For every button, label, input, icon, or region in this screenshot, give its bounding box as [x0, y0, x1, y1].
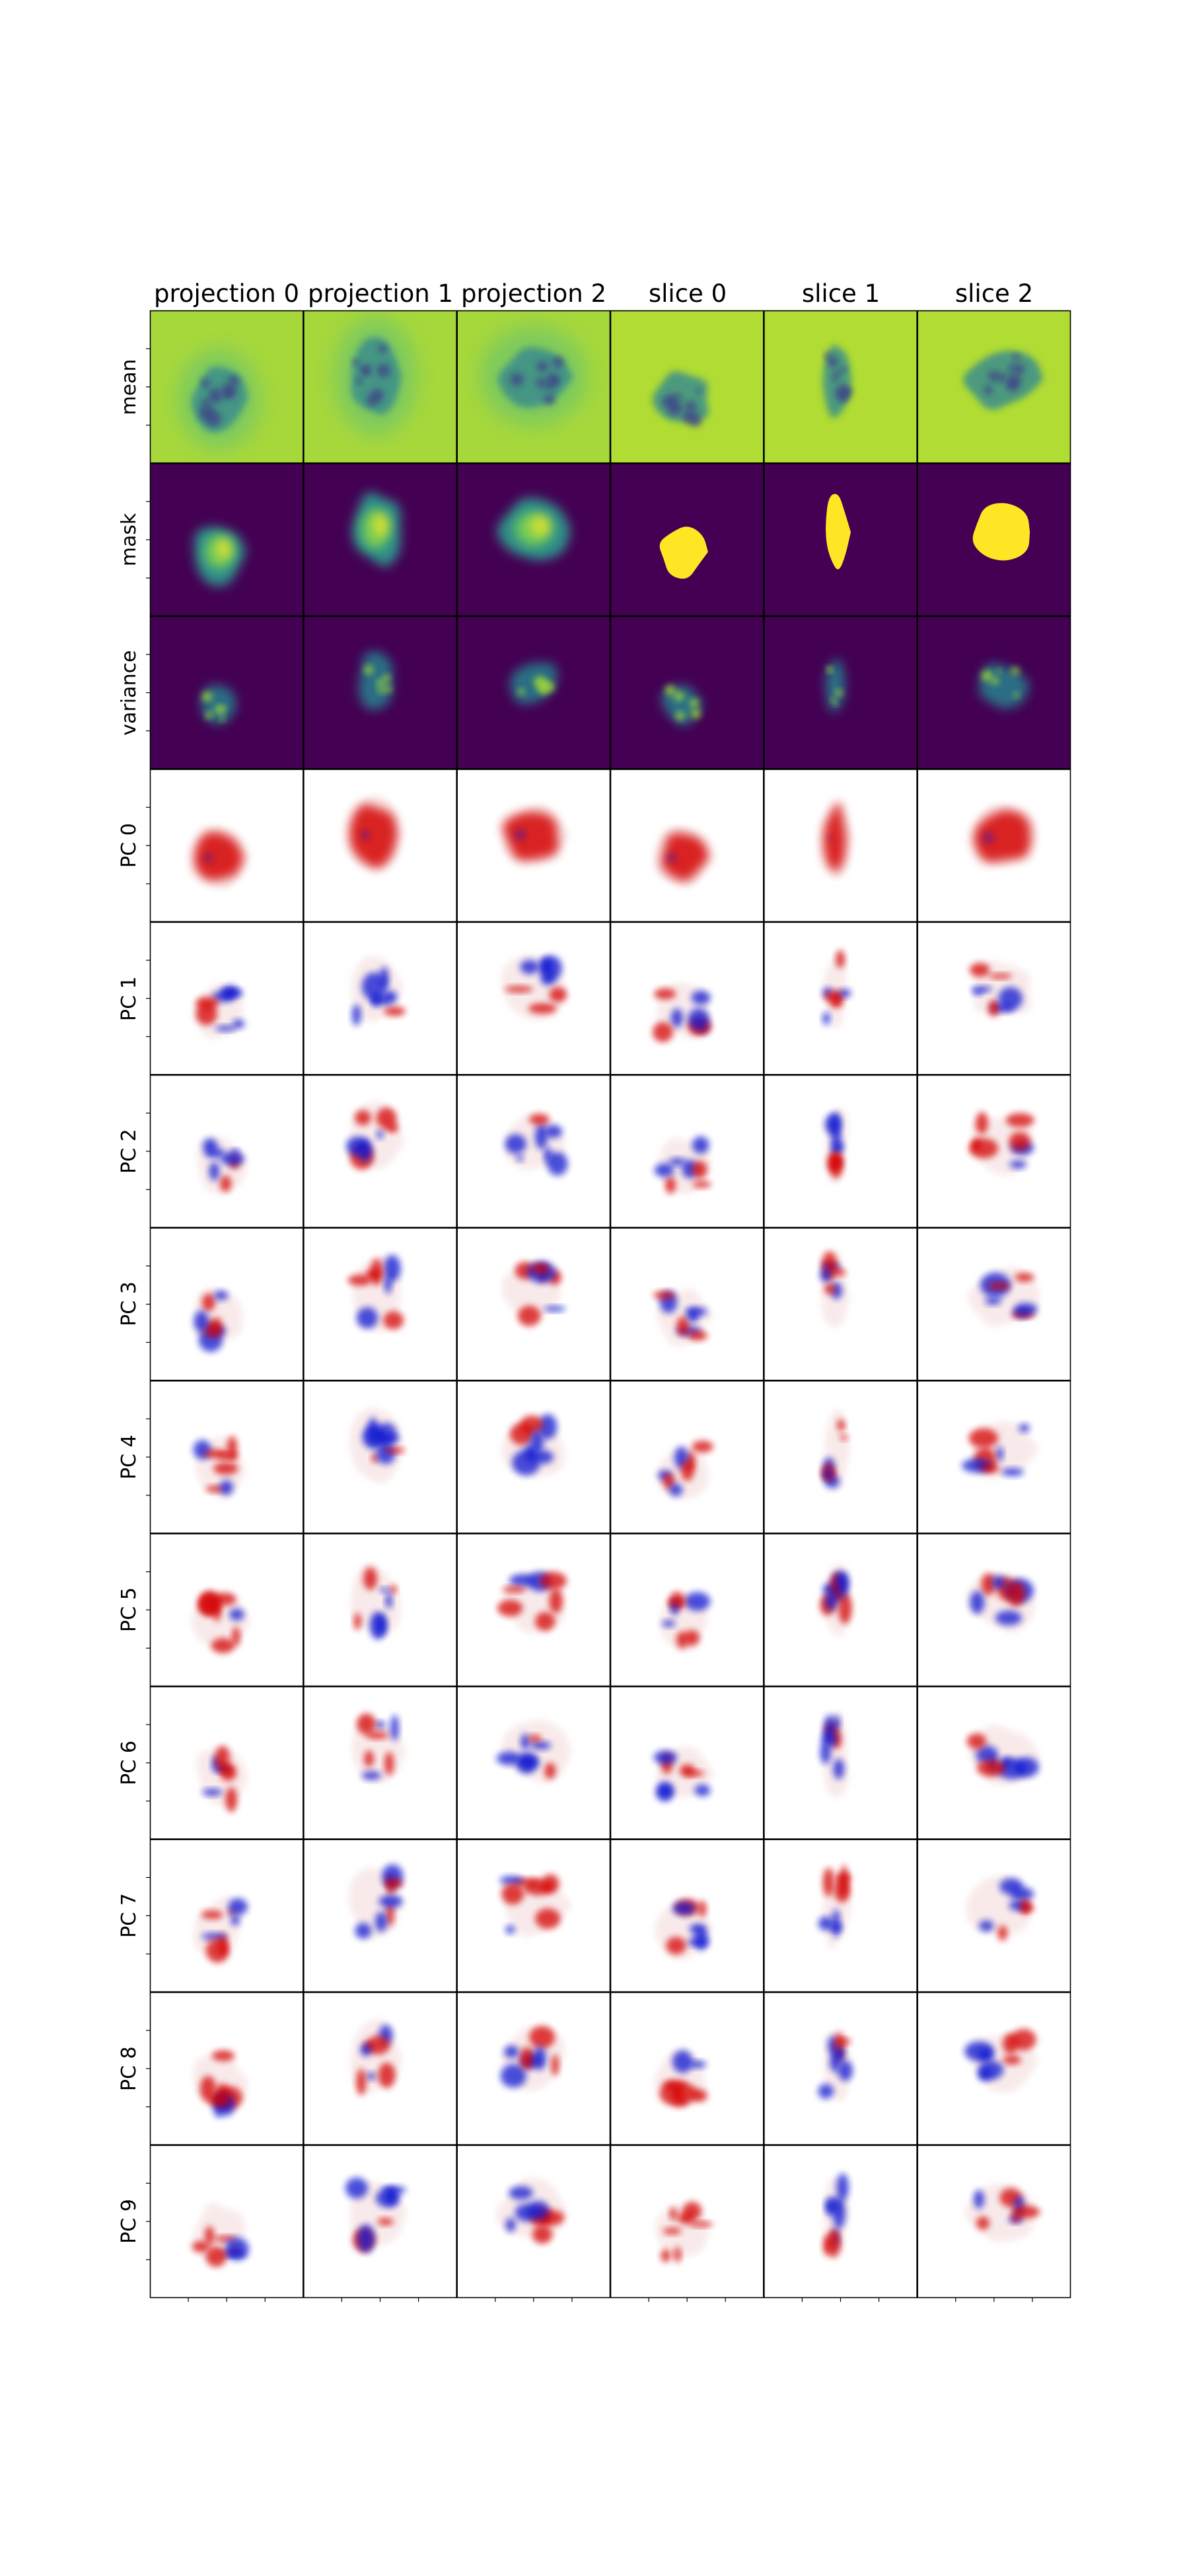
cell-pc-9-slice-2	[917, 2145, 1071, 2299]
cell-pc-5-projection-2	[456, 1533, 611, 1687]
cell-pc-6-slice-1	[764, 1686, 918, 1840]
row-label-pc-2: PC 2	[118, 1129, 141, 1174]
cell-pc-2-slice-2	[917, 1075, 1071, 1229]
cell-pc-8-slice-1	[764, 1991, 918, 2145]
cell-pc-5-slice-2	[917, 1533, 1071, 1687]
row-label-pc-4: PC 4	[118, 1435, 141, 1480]
cell-pc-7-projection-2	[456, 1839, 611, 1993]
cell-pc-5-slice-1	[764, 1533, 918, 1687]
cell-mask-slice-0	[610, 463, 764, 617]
row-label-pc-6: PC 6	[118, 1740, 141, 1785]
cell-pc-4-projection-2	[456, 1380, 611, 1534]
column-title-slice-1: slice 1	[801, 279, 881, 308]
column-title-slice-0: slice 0	[648, 279, 727, 308]
cell-pc-0-projection-1	[303, 769, 457, 923]
cell-mean-slice-0	[610, 310, 764, 464]
cell-pc-7-slice-2	[917, 1839, 1071, 1993]
cell-pc-1-projection-1	[303, 921, 457, 1075]
cell-pc-6-projection-2	[456, 1686, 611, 1840]
cell-pc-8-slice-2	[917, 1991, 1071, 2145]
column-title-projection-2: projection 2	[460, 279, 607, 308]
cell-pc-2-slice-0	[610, 1075, 764, 1229]
cell-pc-5-slice-0	[610, 1533, 764, 1687]
cell-pc-8-projection-1	[303, 1991, 457, 2145]
cell-pc-9-projection-0	[149, 2145, 304, 2299]
cell-pc-2-projection-2	[456, 1075, 611, 1229]
cell-pc-3-projection-0	[149, 1227, 304, 1381]
cell-variance-slice-1	[764, 616, 918, 769]
cell-pc-6-slice-2	[917, 1686, 1071, 1840]
cell-pc-3-projection-1	[303, 1227, 457, 1381]
cell-mean-slice-1	[764, 310, 918, 464]
row-label-pc-9: PC 9	[118, 2199, 141, 2244]
cell-pc-9-slice-0	[610, 2145, 764, 2299]
cell-pc-4-slice-1	[764, 1380, 918, 1534]
row-label-mean: mean	[118, 359, 141, 415]
cell-pc-7-projection-1	[303, 1839, 457, 1993]
row-label-pc-0: PC 0	[118, 823, 141, 868]
column-title-projection-1: projection 1	[307, 279, 454, 308]
cell-variance-slice-0	[610, 616, 764, 769]
cell-mean-projection-1	[303, 310, 457, 464]
row-label-pc-5: PC 5	[118, 1587, 141, 1633]
cell-pc-7-slice-0	[610, 1839, 764, 1993]
cell-pc-3-projection-2	[456, 1227, 611, 1381]
cell-pc-2-projection-0	[149, 1075, 304, 1229]
cell-pc-7-slice-1	[764, 1839, 918, 1993]
cell-pc-0-slice-1	[764, 769, 918, 923]
row-label-pc-3: PC 3	[118, 1281, 141, 1327]
cell-mean-projection-0	[149, 310, 304, 464]
cell-pc-4-slice-2	[917, 1380, 1071, 1534]
row-label-variance: variance	[118, 650, 141, 736]
column-title-slice-2: slice 2	[955, 279, 1034, 308]
cell-pc-9-projection-2	[456, 2145, 611, 2299]
cell-pc-6-projection-1	[303, 1686, 457, 1840]
cell-pc-1-slice-0	[610, 921, 764, 1075]
cell-mask-projection-1	[303, 463, 457, 617]
cell-pc-1-projection-2	[456, 921, 611, 1075]
cell-variance-slice-2	[917, 616, 1071, 769]
cell-variance-projection-1	[303, 616, 457, 769]
cell-pc-3-slice-0	[610, 1227, 764, 1381]
cell-pc-0-projection-0	[149, 769, 304, 923]
cell-pc-5-projection-0	[149, 1533, 304, 1687]
cell-pc-5-projection-1	[303, 1533, 457, 1687]
cell-variance-projection-2	[456, 616, 611, 769]
cell-mask-slice-2	[917, 463, 1071, 617]
cell-pc-6-projection-0	[149, 1686, 304, 1840]
cell-pc-2-projection-1	[303, 1075, 457, 1229]
cell-mask-projection-0	[149, 463, 304, 617]
row-label-pc-7: PC 7	[118, 1893, 141, 1939]
cell-pc-4-projection-1	[303, 1380, 457, 1534]
column-title-projection-0: projection 0	[153, 279, 300, 308]
row-label-pc-1: PC 1	[118, 976, 141, 1021]
cell-mask-projection-2	[456, 463, 611, 617]
cell-pc-1-slice-2	[917, 921, 1071, 1075]
cell-pc-2-slice-1	[764, 1075, 918, 1229]
cell-pc-3-slice-1	[764, 1227, 918, 1381]
cell-pc-8-slice-0	[610, 1991, 764, 2145]
cell-pc-6-slice-0	[610, 1686, 764, 1840]
cell-mask-slice-1	[764, 463, 918, 617]
cell-pc-4-slice-0	[610, 1380, 764, 1534]
cell-mean-projection-2	[456, 310, 611, 464]
row-label-pc-8: PC 8	[118, 2046, 141, 2091]
cell-pc-0-projection-2	[456, 769, 611, 923]
cell-pc-8-projection-2	[456, 1991, 611, 2145]
cell-pc-1-slice-1	[764, 921, 918, 1075]
cell-pc-8-projection-0	[149, 1991, 304, 2145]
cell-pc-0-slice-2	[917, 769, 1071, 923]
cell-pc-3-slice-2	[917, 1227, 1071, 1381]
cell-pc-4-projection-0	[149, 1380, 304, 1534]
cell-variance-projection-0	[149, 616, 304, 769]
cell-pc-7-projection-0	[149, 1839, 304, 1993]
row-label-mask: mask	[118, 513, 141, 567]
cell-pc-9-projection-1	[303, 2145, 457, 2299]
cell-pc-1-projection-0	[149, 921, 304, 1075]
cell-mean-slice-2	[917, 310, 1071, 464]
cell-pc-0-slice-0	[610, 769, 764, 923]
cell-pc-9-slice-1	[764, 2145, 918, 2299]
